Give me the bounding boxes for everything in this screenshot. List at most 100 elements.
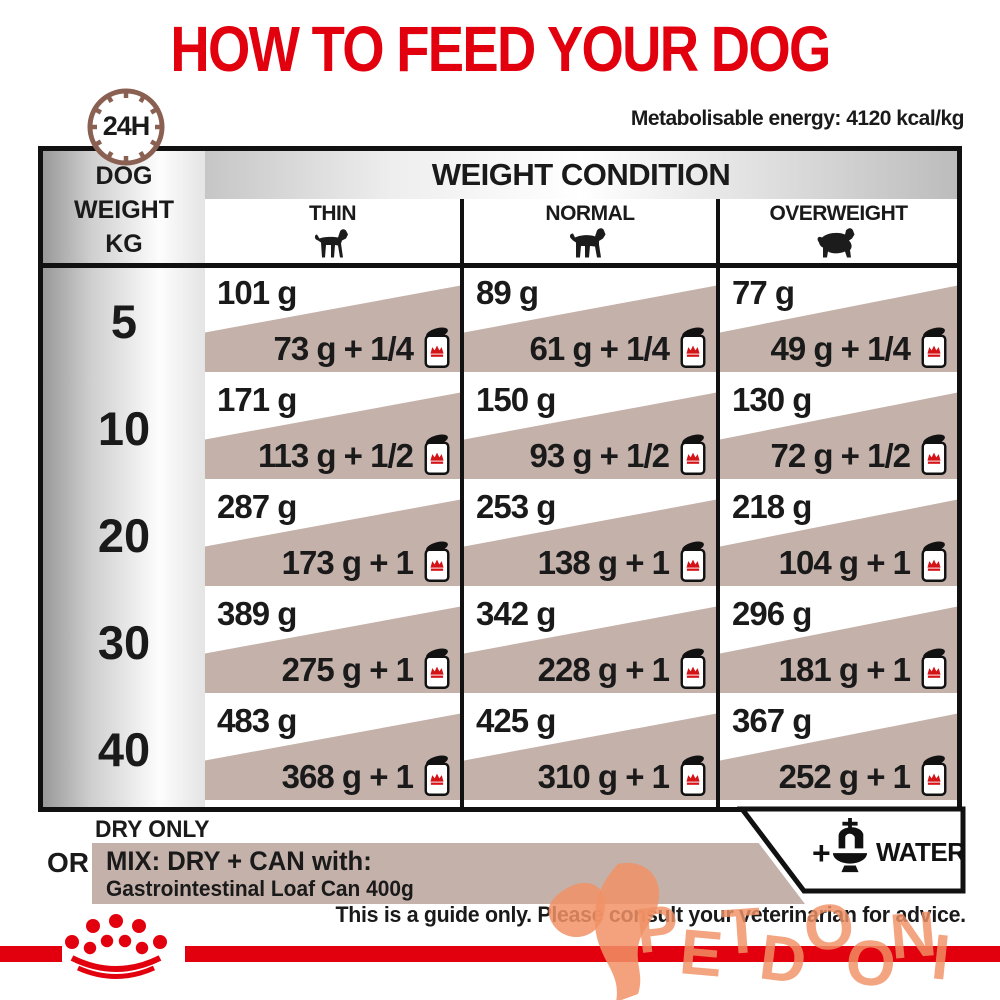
mix-ration: 61 g + 1/4: [529, 326, 708, 368]
wet-food-can-icon: [679, 647, 707, 689]
wet-food-can-icon: [679, 433, 707, 475]
wet-food-can-icon: [423, 754, 451, 796]
water-label: WATER: [876, 837, 966, 867]
dog-weight-value: 10: [97, 402, 151, 455]
dog-weight-value: 20: [97, 509, 151, 562]
dog-weight-column-bg: [43, 151, 205, 807]
dog-weight-value: 40: [97, 723, 151, 776]
disclaimer-text: This is a guide only. Please consult you…: [335, 902, 967, 927]
clock-24h-label: 24H: [102, 111, 151, 141]
mix-ration: 228 g + 1: [538, 647, 708, 689]
footer-stripe: [185, 946, 1000, 962]
mix-ration: 173 g + 1: [282, 540, 452, 582]
ration-cell: 483 g 368 g + 1: [205, 696, 460, 803]
wet-food-can-icon: [679, 540, 707, 582]
wet-food-can-icon: [920, 433, 948, 475]
mix-ration: 104 g + 1: [779, 540, 949, 582]
column-header-thin: THIN: [205, 199, 460, 263]
ration-cell: 77 g 49 g + 1/4: [720, 268, 957, 375]
dog-weight-header: DOG WEIGHT KG: [74, 162, 174, 258]
ration-cell: 218 g 104 g + 1: [720, 482, 957, 589]
wet-food-can-icon: [423, 647, 451, 689]
wet-food-can-icon: [423, 433, 451, 475]
ration-cell: 130 g 72 g + 1/2: [720, 375, 957, 482]
dog-weight-value: 30: [97, 616, 151, 669]
ration-cell: 367 g 252 g + 1: [720, 696, 957, 803]
mix-ration: 252 g + 1: [779, 754, 949, 796]
ration-cell: 89 g 61 g + 1/4: [464, 268, 716, 375]
or-label: OR: [47, 847, 89, 878]
dry-ration: 253 g: [476, 488, 556, 525]
ration-cell: 150 g 93 g + 1/2: [464, 375, 716, 482]
dry-ration: 89 g: [476, 274, 539, 311]
dry-ration: 287 g: [217, 488, 297, 525]
mix-ration: 49 g + 1/4: [770, 326, 949, 368]
thin-dog-icon: [314, 229, 348, 258]
dry-ration: 342 g: [476, 595, 556, 632]
dry-ration: 425 g: [476, 702, 556, 739]
column-divider: [460, 199, 464, 807]
footer-stripe: [0, 946, 62, 962]
table-row: 40 483 g 368 g + 1 425 g 310 g + 1 367 g…: [43, 696, 957, 803]
royal-canin-crown-icon: [60, 910, 172, 980]
ration-cell: 101 g 73 g + 1/4: [205, 268, 460, 375]
dry-ration: 77 g: [732, 274, 795, 311]
column-header-normal: NORMAL: [464, 199, 716, 263]
dry-ration: 171 g: [217, 381, 297, 418]
dry-ration: 150 g: [476, 381, 556, 418]
wet-food-can-icon: [920, 326, 948, 368]
dry-ration: 296 g: [732, 595, 812, 632]
plus-sign: +: [812, 835, 831, 871]
ration-cell: 389 g 275 g + 1: [205, 589, 460, 696]
wet-food-can-icon: [920, 754, 948, 796]
24h-clock-icon: [87, 88, 165, 166]
dog-weight-value: 5: [110, 295, 138, 348]
column-header-overweight: OVERWEIGHT: [720, 199, 957, 263]
dry-only-label: DRY ONLY: [95, 816, 210, 843]
table-row: 10 171 g 113 g + 1/2 150 g 93 g + 1/2 13…: [43, 375, 957, 482]
feeding-table: WEIGHT CONDITION DOG WEIGHT KG THIN NORM…: [38, 146, 962, 812]
table-row: 30 389 g 275 g + 1 342 g 228 g + 1 296 g…: [43, 589, 957, 696]
dry-ration: 389 g: [217, 595, 297, 632]
mix-legend-band: MIX: DRY + CAN with: Gastrointestinal Lo…: [92, 843, 805, 904]
table-row: 5 101 g 73 g + 1/4 89 g 61 g + 1/4 77 g …: [43, 268, 957, 375]
ration-cell: 296 g 181 g + 1: [720, 589, 957, 696]
wet-food-can-icon: [423, 326, 451, 368]
table-row: 20 287 g 173 g + 1 253 g 138 g + 1 218 g…: [43, 482, 957, 589]
wet-food-can-icon: [920, 540, 948, 582]
wet-food-can-icon: [679, 754, 707, 796]
mix-ration: 113 g + 1/2: [258, 433, 452, 475]
mix-ration: 93 g + 1/2: [529, 433, 708, 475]
dry-ration: 218 g: [732, 488, 812, 525]
mix-ration: 73 g + 1/4: [273, 326, 452, 368]
mix-ration: 138 g + 1: [538, 540, 708, 582]
page-title: HOW TO FEED YOUR DOG: [170, 13, 831, 85]
mix-ration: 310 g + 1: [538, 754, 708, 796]
weight-condition-header: WEIGHT CONDITION: [205, 151, 957, 199]
normal-dog-icon: [569, 228, 606, 258]
wet-food-can-icon: [679, 326, 707, 368]
energy-note: Metabolisable energy: 4120 kcal/kg: [630, 107, 965, 130]
mix-title: MIX: DRY + CAN with:: [106, 846, 372, 876]
ration-cell: 425 g 310 g + 1: [464, 696, 716, 803]
wet-food-can-icon: [920, 647, 948, 689]
ration-cell: 171 g 113 g + 1/2: [205, 375, 460, 482]
dry-ration: 101 g: [217, 274, 297, 311]
mix-ration: 275 g + 1: [282, 647, 452, 689]
dry-ration: 483 g: [217, 702, 297, 739]
dry-ration: 367 g: [732, 702, 812, 739]
mix-ration: 368 g + 1: [282, 754, 452, 796]
dry-ration: 130 g: [732, 381, 812, 418]
header-separator: [43, 263, 957, 268]
mix-ration: 72 g + 1/2: [770, 433, 949, 475]
wet-food-can-icon: [423, 540, 451, 582]
mix-ration: 181 g + 1: [779, 647, 949, 689]
water-badge: + WATER: [736, 806, 966, 894]
ration-cell: 342 g 228 g + 1: [464, 589, 716, 696]
ration-cell: 253 g 138 g + 1: [464, 482, 716, 589]
ration-cell: 287 g 173 g + 1: [205, 482, 460, 589]
mix-detail: Gastrointestinal Loaf Can 400g: [106, 876, 414, 901]
column-divider: [716, 199, 720, 807]
overweight-dog-icon: [817, 228, 854, 258]
